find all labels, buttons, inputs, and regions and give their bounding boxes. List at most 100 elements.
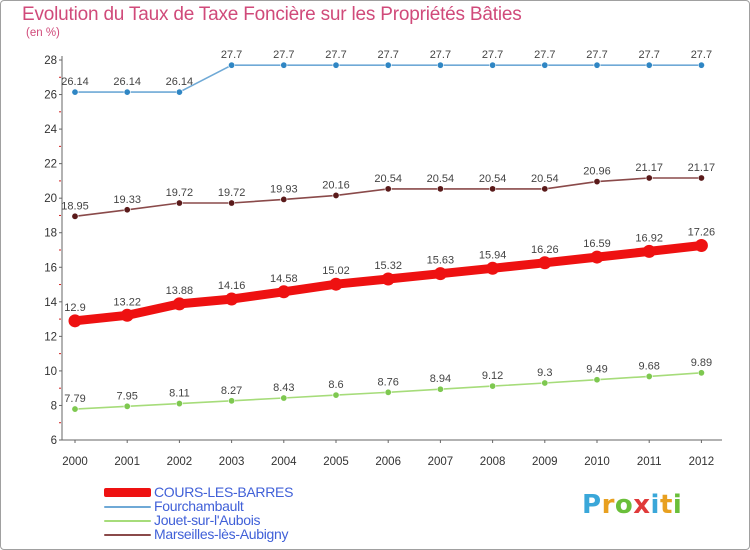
legend-swatch: [104, 520, 151, 522]
legend-label: Fourchambault: [154, 498, 244, 514]
data-point: [486, 261, 500, 275]
data-point: [329, 277, 343, 291]
x-tick-label: 2002: [167, 456, 193, 468]
y-tick-label: 16: [44, 262, 57, 274]
y-axis-unit: (en %): [26, 27, 60, 39]
data-point: [645, 174, 653, 182]
data-label: 19.72: [218, 187, 246, 199]
data-point: [71, 405, 79, 413]
data-label: 26.14: [166, 76, 194, 88]
data-label: 21.17: [635, 162, 663, 174]
data-point: [280, 61, 288, 69]
logo-letter: x: [633, 490, 651, 520]
data-point: [697, 61, 705, 69]
data-point: [120, 308, 134, 322]
data-label: 20.54: [479, 173, 507, 185]
data-point: [225, 292, 239, 306]
logo-letter: i: [650, 490, 660, 520]
data-point: [541, 61, 549, 69]
legend-swatch: [104, 506, 151, 508]
chart-title: Evolution du Taux de Taxe Foncière sur l…: [22, 4, 522, 25]
data-point: [436, 61, 444, 69]
data-label: 12.9: [64, 302, 85, 314]
legend-label: COURS-LES-BARRES: [154, 484, 294, 500]
data-point: [123, 402, 131, 410]
proxiti-logo: Proxiti: [582, 490, 682, 520]
data-point: [590, 250, 604, 264]
legend-label: Jouet-sur-l'Aubois: [154, 512, 261, 528]
y-tick-label: 22: [44, 159, 57, 171]
data-label: 27.7: [482, 49, 503, 61]
data-label: 7.79: [64, 393, 85, 405]
data-point: [642, 244, 656, 258]
data-label: 27.7: [325, 49, 346, 61]
data-label: 20.54: [427, 173, 455, 185]
legend-swatch: [104, 534, 151, 536]
data-label: 9.68: [638, 360, 659, 372]
data-label: 13.88: [166, 285, 194, 297]
data-label: 27.7: [430, 49, 451, 61]
data-point: [384, 61, 392, 69]
data-label: 15.63: [427, 255, 455, 267]
data-label: 8.76: [377, 376, 398, 388]
data-label: 26.14: [61, 76, 89, 88]
data-label: 16.26: [531, 244, 559, 256]
x-tick-label: 2005: [323, 456, 349, 468]
x-tick-label: 2008: [480, 456, 506, 468]
data-label: 27.7: [691, 49, 712, 61]
x-tick-label: 2001: [114, 456, 140, 468]
data-label: 26.14: [113, 76, 141, 88]
x-tick-label: 2004: [271, 456, 297, 468]
data-label: 16.59: [583, 238, 611, 250]
data-label: 8.94: [430, 373, 451, 385]
data-point: [384, 388, 392, 396]
data-point: [489, 61, 497, 69]
data-point: [71, 88, 79, 96]
data-point: [228, 199, 236, 207]
series-layer: [68, 61, 708, 413]
y-tick-label: 12: [44, 331, 57, 343]
data-point: [175, 400, 183, 408]
data-point: [593, 61, 601, 69]
data-label: 8.27: [221, 385, 242, 397]
x-tick-label: 2009: [532, 456, 558, 468]
data-point: [697, 174, 705, 182]
y-tick-label: 6: [51, 435, 57, 447]
data-label: 9.89: [691, 357, 712, 369]
data-label: 20.54: [374, 173, 402, 185]
logo-letter: P: [582, 490, 602, 520]
data-point: [280, 394, 288, 402]
data-label: 9.3: [537, 367, 552, 379]
data-label: 9.49: [586, 364, 607, 376]
data-label: 27.7: [586, 49, 607, 61]
y-tick-label: 20: [44, 193, 57, 205]
data-point: [71, 212, 79, 220]
data-label: 17.26: [688, 227, 716, 239]
logo-letter: r: [601, 490, 615, 520]
data-point: [436, 185, 444, 193]
data-label: 27.7: [638, 49, 659, 61]
logo-letter: o: [614, 490, 634, 520]
data-point: [489, 185, 497, 193]
x-tick-label: 2012: [689, 456, 715, 468]
data-point: [538, 256, 552, 270]
data-point: [277, 285, 291, 299]
data-label: 8.6: [328, 379, 343, 391]
data-point: [123, 206, 131, 214]
series-fourchambault: [71, 61, 705, 96]
data-point: [123, 88, 131, 96]
y-tick-label: 26: [44, 90, 57, 102]
data-point: [228, 397, 236, 405]
data-label: 20.16: [322, 179, 350, 191]
data-label: 19.72: [166, 187, 194, 199]
data-label: 14.58: [270, 273, 298, 285]
data-point: [172, 297, 186, 311]
data-label: 8.43: [273, 382, 294, 394]
data-label: 27.7: [221, 49, 242, 61]
series-cours-les-barres: [68, 239, 708, 328]
data-label: 8.11: [169, 388, 190, 400]
y-tick-label: 24: [44, 124, 57, 136]
data-point: [697, 369, 705, 377]
data-label: 27.7: [377, 49, 398, 61]
data-point: [593, 178, 601, 186]
